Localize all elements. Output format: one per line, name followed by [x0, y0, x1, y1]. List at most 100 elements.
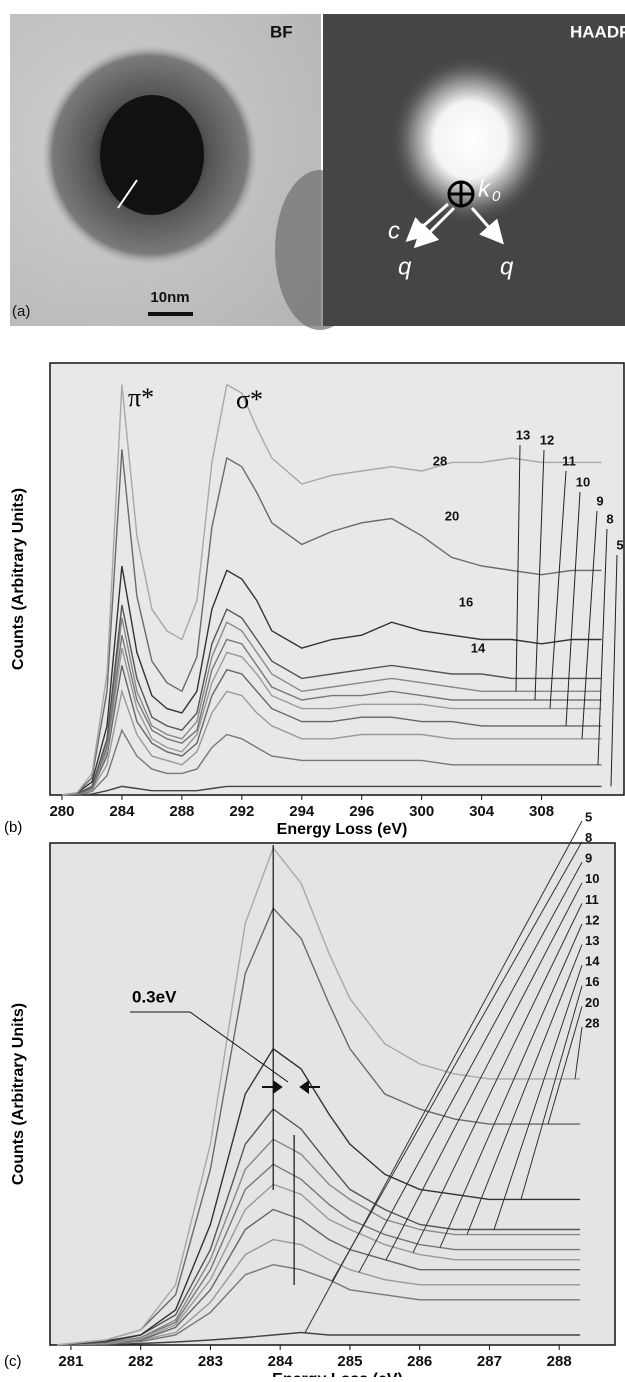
leader-line	[439, 923, 583, 1248]
y-axis-label: Counts (Arbitrary Units)	[10, 488, 27, 670]
leader-line	[549, 470, 567, 709]
spectrum-line	[61, 604, 602, 796]
series-label: 10	[576, 474, 590, 489]
particle-core	[100, 95, 204, 215]
series-label: 11	[562, 453, 576, 468]
x-axis-label: Energy Loss (eV)	[277, 821, 408, 838]
series-label: 13	[585, 933, 599, 948]
series-label: 9	[585, 851, 592, 866]
series-label: 8	[606, 511, 613, 526]
panel-label: (b)	[4, 819, 22, 836]
panel-label: (c)	[4, 1353, 22, 1370]
spectrum-line	[56, 846, 581, 1346]
leader-line	[385, 882, 583, 1261]
leader-line	[610, 554, 618, 787]
x-tick-label: 296	[349, 803, 374, 820]
leader-line	[565, 491, 581, 726]
annotation: σ*	[236, 385, 263, 414]
leader-line	[534, 449, 545, 700]
x-tick-label: 288	[169, 803, 194, 820]
series-label: 13	[516, 427, 530, 442]
spectrum-line	[61, 635, 602, 796]
leader-line	[493, 965, 583, 1230]
spectrum-line	[61, 565, 602, 796]
series-label: 12	[540, 432, 554, 447]
chart: 281 282 283 284 285 286 287 288 Energy Loss (eV)…	[4, 809, 616, 1382]
series-label: 14	[471, 640, 486, 655]
series-label: 12	[585, 912, 599, 927]
x-tick-label: 286	[407, 1353, 432, 1370]
spectrum-line	[61, 728, 602, 796]
series-label: 28	[433, 453, 447, 468]
x-tick-label: 282	[128, 1353, 153, 1370]
spectrum-line	[56, 1208, 581, 1346]
series-label: 14	[585, 954, 600, 969]
annotation: π*	[128, 383, 154, 412]
leader-line	[520, 985, 583, 1200]
x-tick-label: 308	[529, 803, 554, 820]
leader-line	[547, 1006, 583, 1125]
beam-label: k	[478, 175, 492, 202]
x-tick-label: 285	[337, 1353, 362, 1370]
scale-bar	[148, 312, 193, 316]
arrow	[262, 1080, 283, 1094]
bf-label: BF	[270, 22, 293, 41]
vector-arrow	[470, 207, 504, 245]
x-tick-label: 284	[109, 803, 135, 820]
x-tick-label: 304	[469, 803, 495, 820]
series-label: 8	[585, 830, 592, 845]
leader-line	[574, 1026, 583, 1080]
leader-line	[358, 861, 583, 1273]
leader-line	[515, 444, 521, 692]
spectrum-line	[56, 1263, 581, 1346]
x-tick-label: 283	[198, 1353, 223, 1370]
beam-sub: 0	[492, 188, 501, 205]
y-axis-label: Counts (Arbitrary Units)	[10, 1003, 27, 1185]
spectrum-line	[57, 1331, 581, 1346]
spectrum-line	[61, 665, 602, 796]
spectrum-line	[61, 449, 602, 796]
scale-label: 10nm	[150, 289, 189, 306]
x-tick-label: 287	[477, 1353, 502, 1370]
x-tick-label: 281	[58, 1353, 83, 1370]
panel-a: 10nm BF HAADF (a) k 0 c q q	[10, 14, 625, 330]
series-label: 20	[445, 508, 459, 523]
series-label: 5	[585, 809, 592, 824]
series-label: 16	[459, 594, 473, 609]
vector-label: c	[388, 217, 400, 244]
series-label: 10	[585, 871, 599, 886]
series-label: 5	[616, 537, 623, 552]
x-tick-label: 292	[229, 803, 254, 820]
leader-line	[581, 510, 598, 739]
series-label: 9	[596, 493, 603, 508]
spectrum-line	[56, 1183, 581, 1346]
x-tick-label: 280	[49, 803, 74, 820]
spectrum-line	[56, 1047, 581, 1346]
leader-line	[597, 528, 608, 765]
x-tick-label: 294	[289, 803, 315, 820]
leader-line	[412, 903, 583, 1253]
panel-label: (a)	[12, 303, 30, 320]
x-axis-label: Energy Loss (eV)	[272, 1371, 403, 1377]
haadf-label: HAADF	[570, 22, 625, 41]
leader-line	[466, 944, 583, 1235]
vector-arrow	[413, 206, 456, 249]
series-label: 20	[585, 995, 599, 1010]
marker-line	[117, 179, 138, 209]
series-label: 16	[585, 974, 599, 989]
spectrum-line	[62, 785, 602, 796]
spectrum-line	[61, 383, 602, 796]
vector-label: q	[500, 253, 514, 280]
spectrum-line	[61, 688, 602, 796]
bright-spot	[390, 55, 550, 225]
series-label: 11	[585, 892, 599, 907]
annotation: 0.3eV	[132, 987, 177, 1006]
x-tick-label: 288	[547, 1353, 572, 1370]
spectrum-line	[61, 647, 602, 796]
arrow	[299, 1080, 320, 1094]
spectrum-line	[56, 1138, 581, 1346]
x-tick-label: 284	[268, 1353, 294, 1370]
